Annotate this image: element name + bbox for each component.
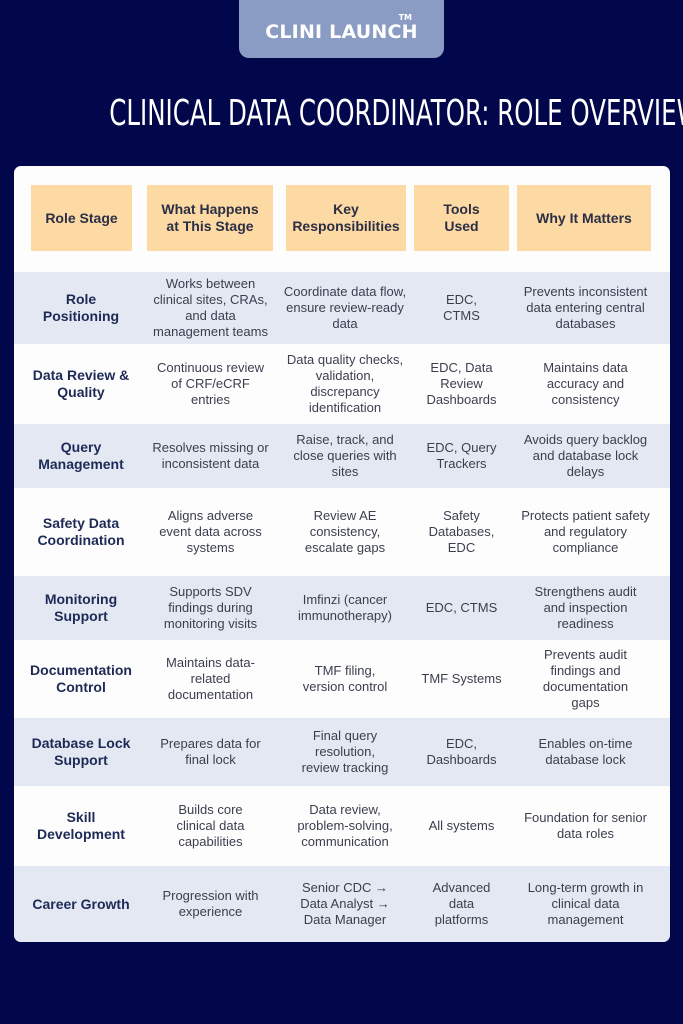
table-row: Role Positioning Works between clinical … — [14, 272, 670, 344]
cell-what: Prepares data for final lock — [160, 736, 261, 767]
cell-tools: Advanced data platforms — [432, 880, 491, 927]
header-key-responsibilities: Key Responsibilities — [286, 185, 406, 251]
cell-tools: EDC, Data Review Dashboards — [426, 360, 497, 407]
cell-why: Prevents audit findings and documentatio… — [542, 647, 629, 710]
cell-stage: Role Positioning — [42, 291, 120, 324]
cell-tools: EDC, CTMS — [425, 600, 498, 615]
cell-responsibilities: Coordinate data flow, ensure review-read… — [283, 284, 407, 331]
cell-what: Supports SDV findings during monitoring … — [163, 584, 258, 631]
table-row: Data Review & Quality Continuous review … — [14, 344, 670, 424]
cell-stage: Skill Development — [37, 809, 125, 842]
table-row: Monitoring Support Supports SDV findings… — [14, 576, 670, 640]
page-title: CLINICAL DATA COORDINATOR: ROLE OVERVIEW — [109, 93, 683, 134]
cell-why: Protects patient safety and regulatory c… — [521, 508, 650, 555]
cell-tools: TMF Systems — [421, 671, 502, 686]
role-overview-table: Role Stage What Happens at This Stage Ke… — [14, 166, 670, 942]
cell-tools: EDC, Dashboards — [426, 736, 497, 767]
cell-responsibilities: Raise, track, and close queries with sit… — [293, 432, 397, 479]
brand-logo: CLINI LAUNCH TM — [239, 0, 444, 58]
header-role-stage: Role Stage — [31, 185, 132, 251]
header-why-it-matters: Why It Matters — [517, 185, 651, 251]
cell-what: Works between clinical sites, CRAs, and … — [153, 276, 268, 339]
cell-responsibilities: Final query resolution, review tracking — [301, 728, 389, 775]
cell-why: Prevents inconsistent data entering cent… — [523, 284, 648, 331]
cell-stage: Documentation Control — [30, 662, 132, 695]
cell-stage: Safety Data Coordination — [37, 515, 125, 548]
cell-why: Avoids query backlog and database lock d… — [523, 432, 648, 479]
cell-why: Long-term growth in clinical data manage… — [527, 880, 644, 927]
cell-what: Continuous review of CRF/eCRF entries — [157, 360, 264, 407]
cell-responsibilities: Review AE consistency, escalate gaps — [304, 508, 386, 555]
cell-stage: Monitoring Support — [44, 591, 118, 624]
cell-what: Resolves missing or inconsistent data — [152, 440, 269, 471]
cell-responsibilities: Data quality checks, validation, discrep… — [286, 352, 404, 415]
cell-why: Maintains data accuracy and consistency — [543, 360, 628, 407]
cell-stage: Database Lock Support — [31, 735, 131, 768]
table-row: Query Management Resolves missing or inc… — [14, 424, 670, 488]
cell-tools: All systems — [428, 818, 495, 833]
cell-what: Maintains data-related documentation — [166, 655, 255, 702]
cell-tools: Safety Databases, EDC — [428, 508, 495, 555]
header-what-happens: What Happens at This Stage — [147, 185, 273, 251]
cell-responsibilities: Data review, problem-solving, communicat… — [297, 802, 393, 849]
table-header-row: Role Stage What Happens at This Stage Ke… — [14, 185, 670, 251]
cell-responsibilities: Senior CDC → Data Analyst → Data Manager — [300, 880, 390, 927]
table-row: Database Lock Support Prepares data for … — [14, 718, 670, 786]
cell-stage: Career Growth — [32, 895, 130, 912]
cell-stage: Data Review & Quality — [32, 367, 130, 400]
table-row: Career Growth Progression with experienc… — [14, 866, 670, 942]
cell-what: Progression with experience — [162, 888, 259, 919]
cell-what: Aligns adverse event data across systems — [159, 508, 262, 555]
trademark-symbol: TM — [398, 13, 412, 22]
cell-responsibilities: Imfinzi (cancer immunotherapy) — [298, 592, 392, 623]
cell-tools: EDC, CTMS — [443, 292, 480, 323]
cell-why: Enables on-time database lock — [538, 736, 633, 767]
cell-tools: EDC, Query Trackers — [426, 440, 497, 471]
cell-stage: Query Management — [38, 439, 124, 472]
table-row: Documentation Control Maintains data-rel… — [14, 640, 670, 718]
brand-name: CLINI LAUNCH — [265, 21, 418, 43]
cell-responsibilities: TMF filing, version control — [302, 663, 388, 694]
cell-why: Strengthens audit and inspection readine… — [534, 584, 637, 631]
table-row: Skill Development Builds core clinical d… — [14, 786, 670, 866]
table-body: Role Positioning Works between clinical … — [14, 272, 670, 942]
cell-why: Foundation for senior data roles — [524, 810, 647, 841]
cell-what: Builds core clinical data capabilities — [176, 802, 245, 849]
header-tools-used: Tools Used — [414, 185, 509, 251]
table-row: Safety Data Coordination Aligns adverse … — [14, 488, 670, 576]
